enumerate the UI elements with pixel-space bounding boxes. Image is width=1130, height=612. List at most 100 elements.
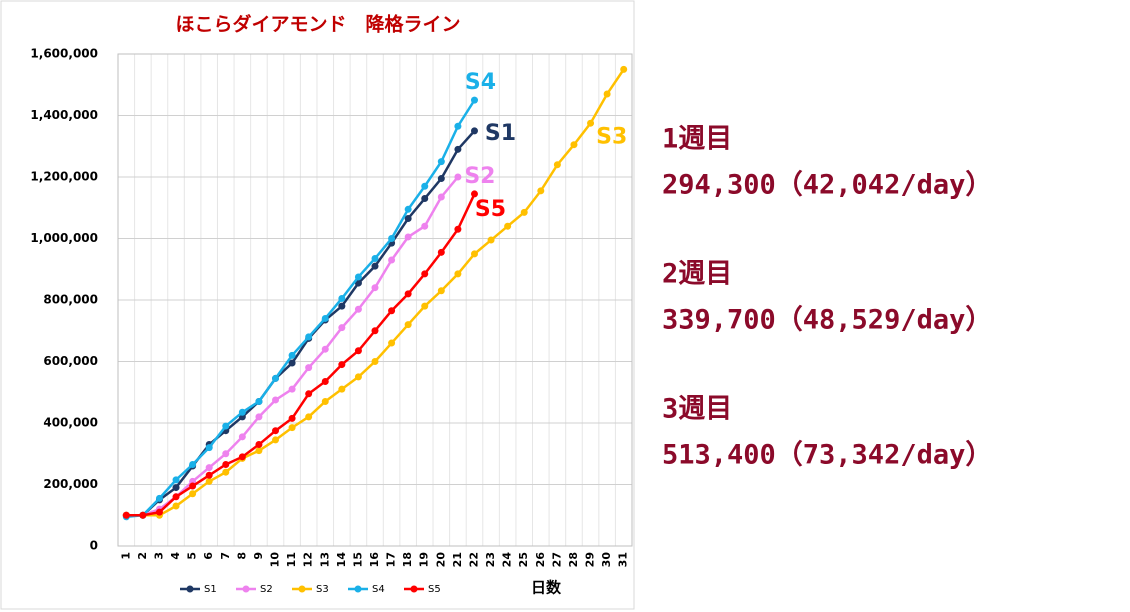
data-point [437,193,445,201]
data-point [155,508,163,516]
note-text: 339,700（48,529/day） [662,305,992,336]
data-point [189,482,197,490]
note-heading: 3週目 [662,394,732,425]
data-point [255,441,263,449]
data-point [520,208,528,216]
x-axis-title: 日数 [531,579,562,597]
data-point [454,145,462,153]
data-point [470,250,478,258]
data-point [338,294,346,302]
end-label: S1 [485,121,516,146]
data-point [321,397,329,405]
data-point [354,305,362,313]
data-point [437,248,445,256]
data-point [437,287,445,295]
y-tick-label: 1,400,000 [30,108,98,122]
y-tick-label: 0 [90,539,98,553]
data-point [437,158,445,166]
note-heading: 1週目 [662,124,732,155]
data-point [537,187,545,195]
x-tick-label: 20 [434,552,447,568]
data-point [553,161,561,169]
end-label: S4 [465,70,496,95]
data-point [354,347,362,355]
x-tick-label: 12 [302,552,315,567]
x-tick-label: 13 [318,552,331,567]
data-point [321,377,329,385]
x-tick-label: 14 [335,552,348,568]
x-tick-label: 25 [517,552,530,567]
data-point [205,477,213,485]
data-point [404,290,412,298]
data-point [288,424,296,432]
x-tick-label: 18 [401,552,414,567]
data-point [238,433,246,441]
x-tick-label: 6 [202,552,215,560]
x-tick-label: 26 [534,552,547,568]
data-point [338,302,346,310]
data-point [172,502,180,510]
data-point [272,427,280,435]
data-point [437,175,445,183]
data-point [371,254,379,262]
x-tick-label: 9 [252,552,265,560]
x-tick-label: 11 [285,552,298,567]
x-tick-label: 23 [484,552,497,567]
data-point [288,385,296,393]
legend-label: S3 [316,584,329,595]
y-tick-label: 200,000 [43,477,98,491]
data-point [255,447,263,455]
x-tick-label: 2 [136,552,149,560]
x-tick-label: 4 [169,552,182,560]
data-point [238,453,246,461]
note-heading: 2週目 [662,259,732,290]
data-point [371,358,379,365]
data-point [470,96,478,104]
data-point [189,490,197,498]
data-point [305,364,313,372]
data-point [305,333,313,341]
data-point [272,436,280,444]
end-label: S2 [464,164,495,189]
x-tick-label: 24 [501,552,514,568]
chart-title: ほこらダイアモンド 降格ライン [175,13,460,36]
data-point [487,236,495,244]
y-tick-label: 600,000 [43,354,98,368]
y-tick-label: 400,000 [43,416,98,430]
x-tick-label: 30 [600,552,613,568]
data-point [255,397,263,405]
plot-border [117,53,633,547]
data-point [587,119,595,127]
data-point [338,361,346,369]
data-point [288,359,296,367]
x-tick-label: 16 [368,552,381,568]
data-point [470,127,478,135]
x-tick-label: 28 [567,552,580,567]
y-tick-label: 1,000,000 [30,231,98,245]
data-point [172,476,180,484]
x-tick-label: 7 [219,552,232,560]
data-point [255,413,263,421]
data-point [388,307,396,315]
data-point [172,484,180,492]
data-point [189,461,197,469]
data-point [454,270,462,278]
legend-label: S2 [260,584,273,595]
data-point [454,173,462,181]
data-point [404,205,412,213]
data-point [388,235,396,242]
data-point [388,256,396,264]
legend-marker [186,585,194,593]
data-point [205,464,213,472]
x-tick-label: 29 [584,552,597,567]
x-tick-label: 3 [152,552,165,560]
data-point [421,195,429,203]
data-point [222,461,230,469]
x-tick-label: 19 [418,552,431,567]
legend-label: S4 [372,584,385,595]
data-point [321,345,329,353]
data-point [371,262,379,270]
legend-label: S5 [428,584,441,595]
x-tick-label: 5 [186,552,199,560]
